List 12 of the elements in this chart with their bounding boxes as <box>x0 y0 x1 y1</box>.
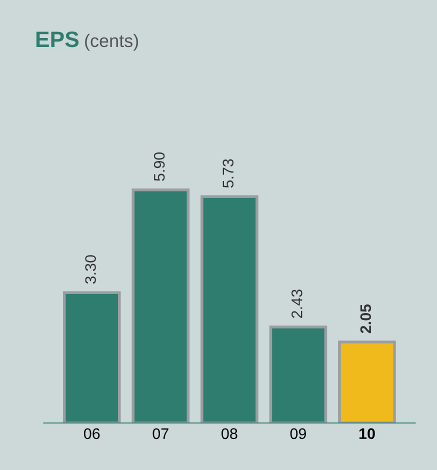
x-tick-label: 10 <box>359 428 375 440</box>
data-label: 2.05 <box>360 304 372 334</box>
data-label: 5.73 <box>222 159 234 188</box>
bar <box>338 340 396 423</box>
data-label: 5.90 <box>154 152 165 181</box>
chart-title: EPS (cents) <box>36 31 138 51</box>
x-tick-label: 07 <box>152 428 168 440</box>
x-tick-label: 08 <box>222 428 238 440</box>
data-label: 3.30 <box>85 255 96 284</box>
data-label: 2.43 <box>291 290 302 318</box>
x-tick-label: 09 <box>290 428 306 440</box>
x-tick-label: 06 <box>84 428 100 440</box>
